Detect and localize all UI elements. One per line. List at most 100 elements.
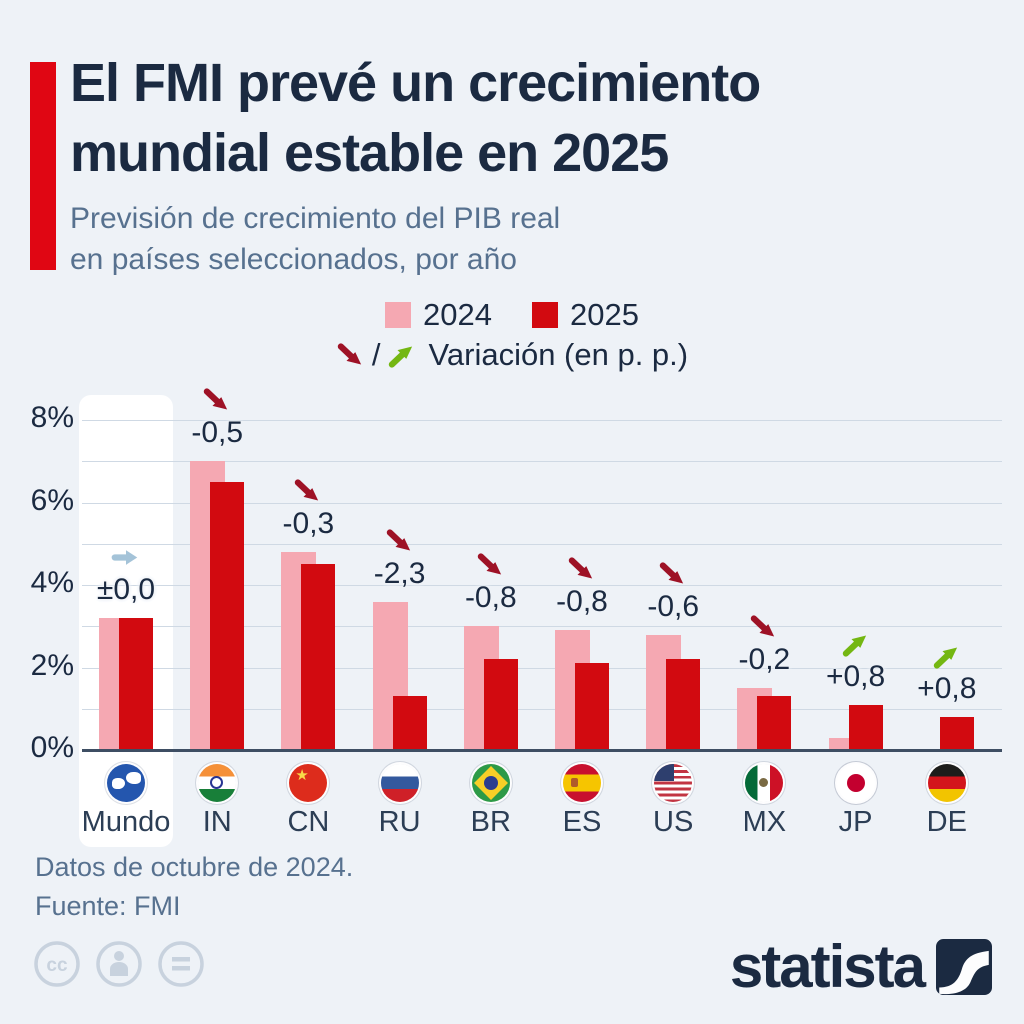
flag-world-icon	[107, 764, 145, 802]
statista-mark-icon	[936, 938, 992, 995]
statista-wordmark: statista	[729, 933, 926, 1000]
chart-subtitle: Previsión de crecimiento del PIB real en …	[70, 198, 560, 280]
gridline-6pct	[82, 502, 1002, 504]
license-icons: cc	[33, 940, 205, 988]
country-label-us: US	[653, 806, 694, 838]
legend-variation-label: Variación (en p. p.)	[428, 337, 689, 372]
variation-down-icon	[386, 528, 410, 550]
x-axis-baseline	[82, 748, 1002, 752]
country-label-mx: MX	[742, 806, 787, 838]
variation-down-icon	[337, 342, 361, 364]
bar-2025-mx	[757, 696, 792, 750]
bar-2025-br	[483, 659, 518, 750]
bar-2025-cn	[301, 564, 336, 750]
legend-slash: /	[371, 337, 381, 372]
variation-label-mx: -0,2	[738, 643, 791, 677]
variation-label-world: ±0,0	[96, 573, 156, 606]
country-label-cn: CN	[287, 806, 330, 838]
bar-2025-ru	[392, 696, 427, 750]
bar-2025-world	[119, 618, 153, 750]
attribution-person-icon	[96, 941, 142, 987]
statista-logo: statista	[730, 932, 992, 1001]
legend-label-2025: 2025	[570, 297, 639, 332]
y-axis-tick-4%: 4%	[30, 566, 74, 599]
variation-label-us: -0,6	[647, 589, 700, 623]
variation-down-icon	[477, 553, 501, 575]
variation-label-cn: -0,3	[282, 507, 335, 540]
legend: 2024 2025 / Variación (en p. p.)	[0, 296, 1024, 374]
bar-2025-us	[666, 659, 701, 750]
country-label-jp: JP	[838, 806, 873, 838]
gridline-8pct	[82, 420, 1002, 421]
y-axis-tick-2%: 2%	[30, 648, 74, 682]
subtitle-line2: en países seleccionados, por año	[70, 243, 517, 276]
variation-label-de: +0,8	[917, 672, 977, 705]
arrow-down-icon	[336, 342, 366, 369]
cc-icon: cc	[34, 941, 80, 987]
accent-bar	[30, 62, 56, 270]
variation-annotation-jp: +0,8	[800, 631, 912, 693]
variation-down-icon	[568, 557, 593, 579]
bar-2025-es	[575, 663, 609, 750]
flag-mx-icon	[745, 764, 784, 802]
variation-label-ru: -2,3	[373, 556, 426, 590]
variation-label-es: -0,8	[556, 585, 608, 619]
gridline-5pct	[82, 543, 1002, 545]
y-axis-tick-8%: 8%	[30, 401, 74, 434]
variation-up-icon	[388, 346, 412, 368]
gridline-2pct	[82, 667, 1002, 669]
bar-2025-in	[210, 481, 245, 750]
flag-br-icon	[471, 764, 510, 802]
variation-down-icon	[751, 615, 775, 637]
variation-annotation-in: -0,5	[161, 387, 273, 449]
legend-series-row: 2024 2025	[0, 296, 1024, 334]
variation-down-icon	[295, 479, 319, 501]
variation-down-icon	[659, 561, 684, 583]
variation-annotation-cn: -0,3	[252, 478, 364, 540]
arrow-up-icon	[387, 342, 417, 369]
variation-label-br: -0,8	[464, 581, 517, 615]
legend-label-2024: 2024	[423, 297, 492, 332]
subtitle-line1: Previsión de crecimiento del PIB real	[70, 202, 561, 235]
data-note: Datos de octubre de 2024.	[35, 852, 354, 882]
gridline-7pct	[82, 461, 1002, 463]
title-line1: El FMI prevé un crecimiento	[70, 53, 761, 113]
gridline-1pct	[82, 708, 1002, 710]
country-label-de: DE	[926, 806, 967, 838]
legend-variation-row: / Variación (en p. p.)	[0, 336, 1024, 374]
equal-icon	[158, 941, 204, 987]
flag-de-icon	[927, 764, 966, 802]
source-note: Fuente: FMI	[35, 891, 181, 921]
variation-label-in: -0,5	[191, 416, 244, 450]
variation-label-jp: +0,8	[825, 659, 886, 693]
flag-ru-icon	[380, 764, 419, 802]
country-label-world: Mundo	[81, 806, 171, 838]
country-label-ru: RU	[378, 806, 421, 838]
bar-2025-de	[939, 717, 974, 750]
flag-cn-icon	[289, 764, 328, 802]
bar-2025-jp	[848, 704, 883, 750]
variation-down-icon	[203, 388, 228, 410]
variation-up-icon	[842, 635, 866, 657]
svg-text:cc: cc	[46, 955, 68, 976]
legend-swatch-2025	[532, 302, 558, 328]
variation-annotation-us: -0,6	[617, 561, 729, 623]
flag-in-icon	[198, 764, 237, 802]
legend-swatch-2024	[385, 302, 412, 328]
variation-annotation-br: -0,8	[435, 552, 547, 614]
flag-us-icon	[654, 764, 693, 802]
flag-jp-icon	[836, 764, 875, 802]
variation-annotation-ru: -2,3	[344, 528, 456, 590]
variation-annotation-world: ±0,0	[70, 544, 182, 606]
variation-annotation-de: +0,8	[891, 643, 1003, 705]
gridline-4pct	[82, 585, 1002, 586]
variation-annotation-mx: -0,2	[708, 614, 820, 676]
variation-annotation-es: -0,8	[526, 556, 638, 618]
title-line2: mundial estable en 2025	[70, 123, 669, 183]
flag-es-icon	[563, 764, 601, 802]
variation-flat-icon	[111, 550, 138, 565]
gridline-3pct	[82, 626, 1002, 628]
country-label-br: BR	[470, 806, 511, 838]
country-label-in: IN	[202, 806, 232, 838]
